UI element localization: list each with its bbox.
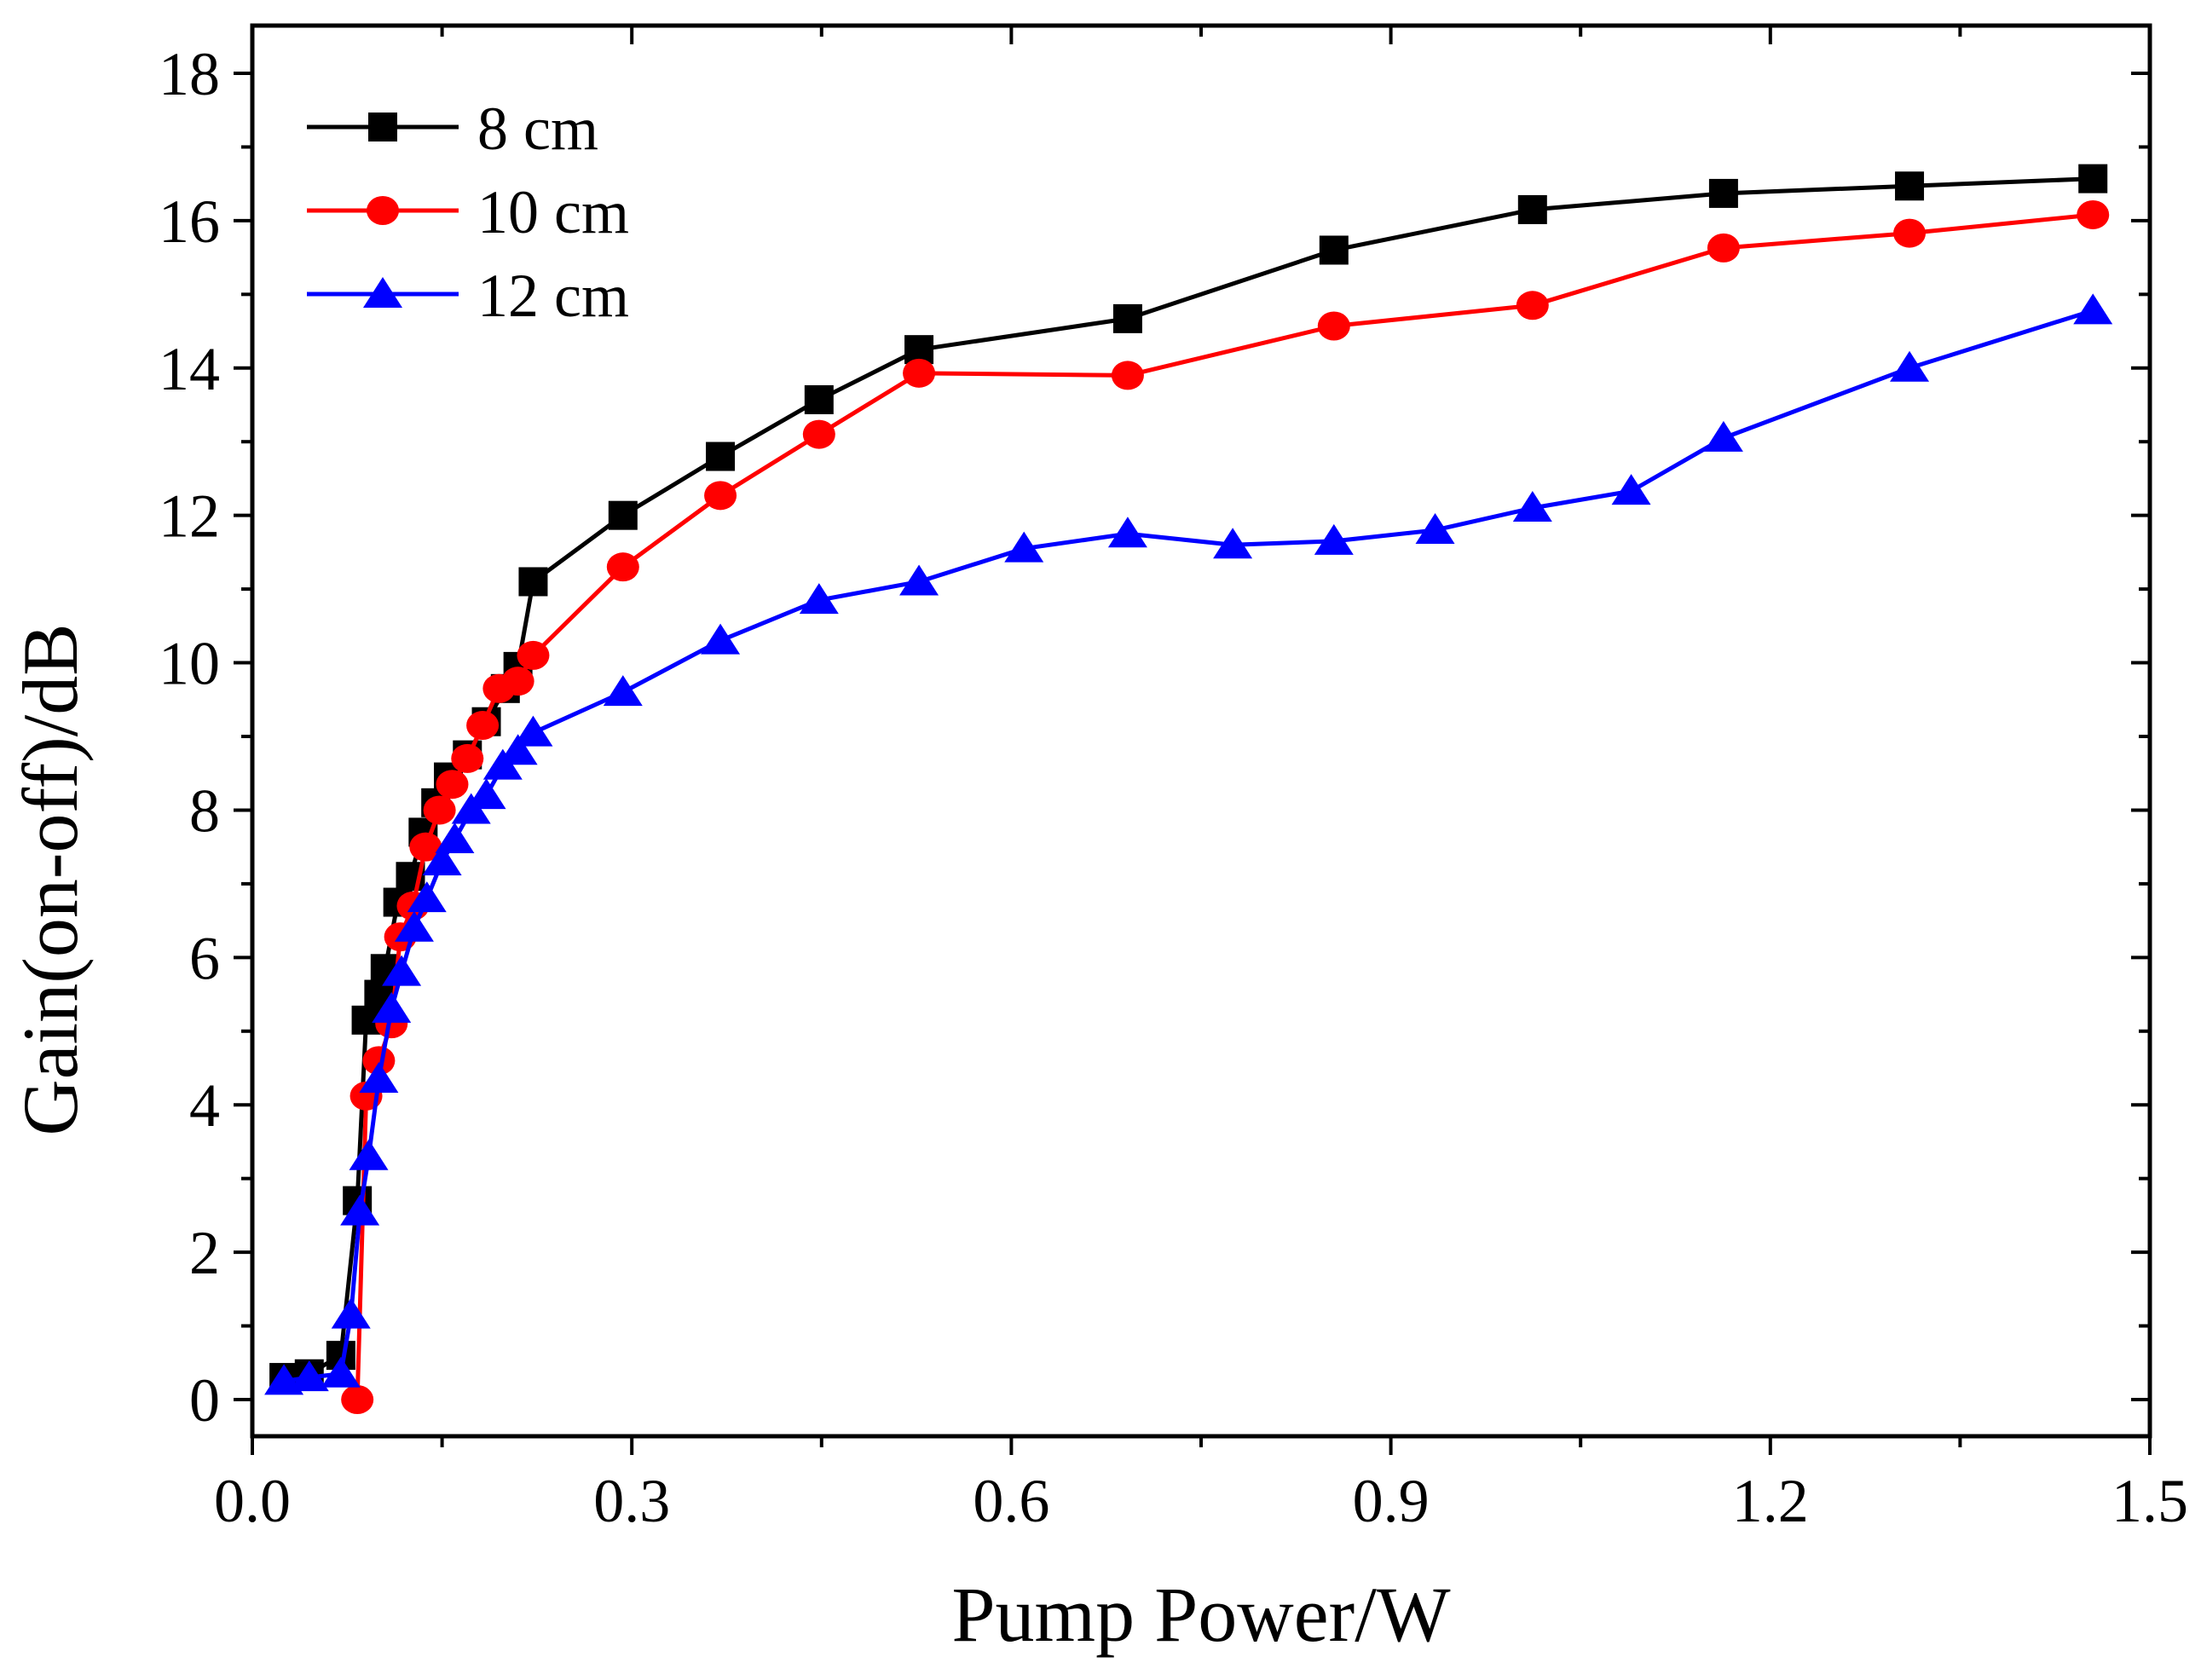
legend-marker — [367, 196, 399, 225]
y-tick-label: 4 — [189, 1071, 220, 1140]
data-point — [1516, 291, 1549, 320]
x-tick-label: 0.3 — [593, 1467, 670, 1535]
data-point — [340, 1194, 380, 1226]
legend-item: 8 cm — [307, 95, 598, 163]
data-point — [899, 564, 939, 596]
series-line — [283, 176, 2094, 1380]
data-point — [359, 1061, 399, 1093]
data-point — [608, 500, 638, 530]
data-point — [422, 844, 462, 875]
data-point — [1707, 233, 1740, 263]
y-tick-label: 6 — [189, 924, 220, 992]
series-line — [355, 212, 2094, 1400]
data-point — [321, 1356, 361, 1388]
data-point — [436, 770, 469, 800]
y-tick-label: 14 — [159, 335, 220, 403]
legend-marker — [368, 113, 397, 141]
data-point — [1107, 517, 1147, 548]
x-tick-label: 0.6 — [973, 1467, 1049, 1535]
x-tick-label: 0.9 — [1353, 1467, 1430, 1535]
y-tick-label: 18 — [159, 40, 220, 108]
legend-item: 12 cm — [307, 262, 629, 330]
y-tick-label: 12 — [159, 482, 220, 551]
data-point — [409, 832, 442, 862]
data-point — [382, 955, 422, 986]
y-tick-label: 8 — [189, 776, 220, 845]
data-point — [289, 1360, 329, 1392]
data-point — [2078, 164, 2108, 193]
data-point — [804, 384, 834, 414]
data-point — [466, 778, 506, 810]
data-point — [706, 442, 736, 471]
legend-item: 10 cm — [307, 178, 629, 246]
data-point — [1893, 218, 1927, 248]
x-axis-label: Pump Power/W — [951, 1571, 1450, 1658]
data-point — [466, 711, 500, 741]
data-point — [349, 1139, 389, 1170]
data-point — [799, 583, 839, 615]
data-point — [2073, 293, 2113, 325]
data-point — [1317, 311, 1350, 341]
data-point — [394, 910, 434, 942]
series-8-cm — [269, 164, 2108, 1393]
y-tick-label: 10 — [159, 630, 220, 698]
series-12-cm — [264, 293, 2113, 1395]
data-point — [1004, 531, 1044, 563]
axes: 0.0 0.3 0.6 0.9 1.2 1.5 0 2 4 6 8 10 12 14 16 18 — [159, 23, 2188, 1535]
data-point — [1611, 474, 1651, 505]
data-point — [1213, 528, 1253, 559]
y-axis-label: Gain(on-off)/dB — [7, 623, 94, 1135]
x-tick-label: 1.2 — [1732, 1467, 1809, 1535]
data-point — [1517, 194, 1547, 224]
data-point — [513, 715, 553, 747]
legend: 8 cm 10 cm 12 cm — [307, 95, 629, 330]
data-point — [517, 640, 550, 670]
data-point — [407, 881, 447, 913]
data-point — [1111, 361, 1144, 390]
legend-marker — [363, 277, 402, 308]
data-point — [451, 743, 484, 773]
data-point — [1703, 420, 1743, 452]
data-point — [1708, 178, 1738, 208]
data-point — [423, 795, 456, 825]
series-10-cm — [341, 199, 2110, 1414]
y-tick-label: 0 — [189, 1366, 220, 1435]
x-tick-label: 0.0 — [214, 1467, 291, 1535]
y-tick-label: 16 — [159, 188, 220, 256]
series-line — [283, 308, 2094, 1383]
y-tick-label: 2 — [189, 1219, 220, 1287]
data-point — [606, 552, 639, 582]
data-point — [903, 358, 936, 388]
legend-label: 12 cm — [477, 262, 629, 330]
data-point — [1895, 171, 1925, 201]
legend-label: 8 cm — [477, 95, 598, 163]
data-point — [802, 419, 835, 449]
data-point — [501, 667, 534, 696]
data-point — [701, 623, 741, 655]
data-point — [331, 1297, 371, 1329]
data-point — [1415, 512, 1455, 544]
data-point — [518, 567, 548, 597]
data-point — [1314, 523, 1354, 555]
data-point — [362, 1046, 396, 1076]
data-point — [704, 481, 737, 511]
series-layer — [264, 164, 2113, 1414]
data-point — [341, 1385, 374, 1414]
data-point — [603, 675, 643, 707]
data-point — [2077, 199, 2110, 229]
x-tick-label: 1.5 — [2111, 1467, 2188, 1535]
data-point — [1512, 491, 1552, 522]
data-point — [1112, 303, 1142, 333]
data-point — [435, 823, 475, 854]
data-point — [498, 734, 538, 765]
data-point — [1319, 235, 1349, 265]
data-point — [1890, 350, 1930, 382]
legend-label: 10 cm — [477, 178, 629, 246]
data-point — [372, 991, 412, 1023]
